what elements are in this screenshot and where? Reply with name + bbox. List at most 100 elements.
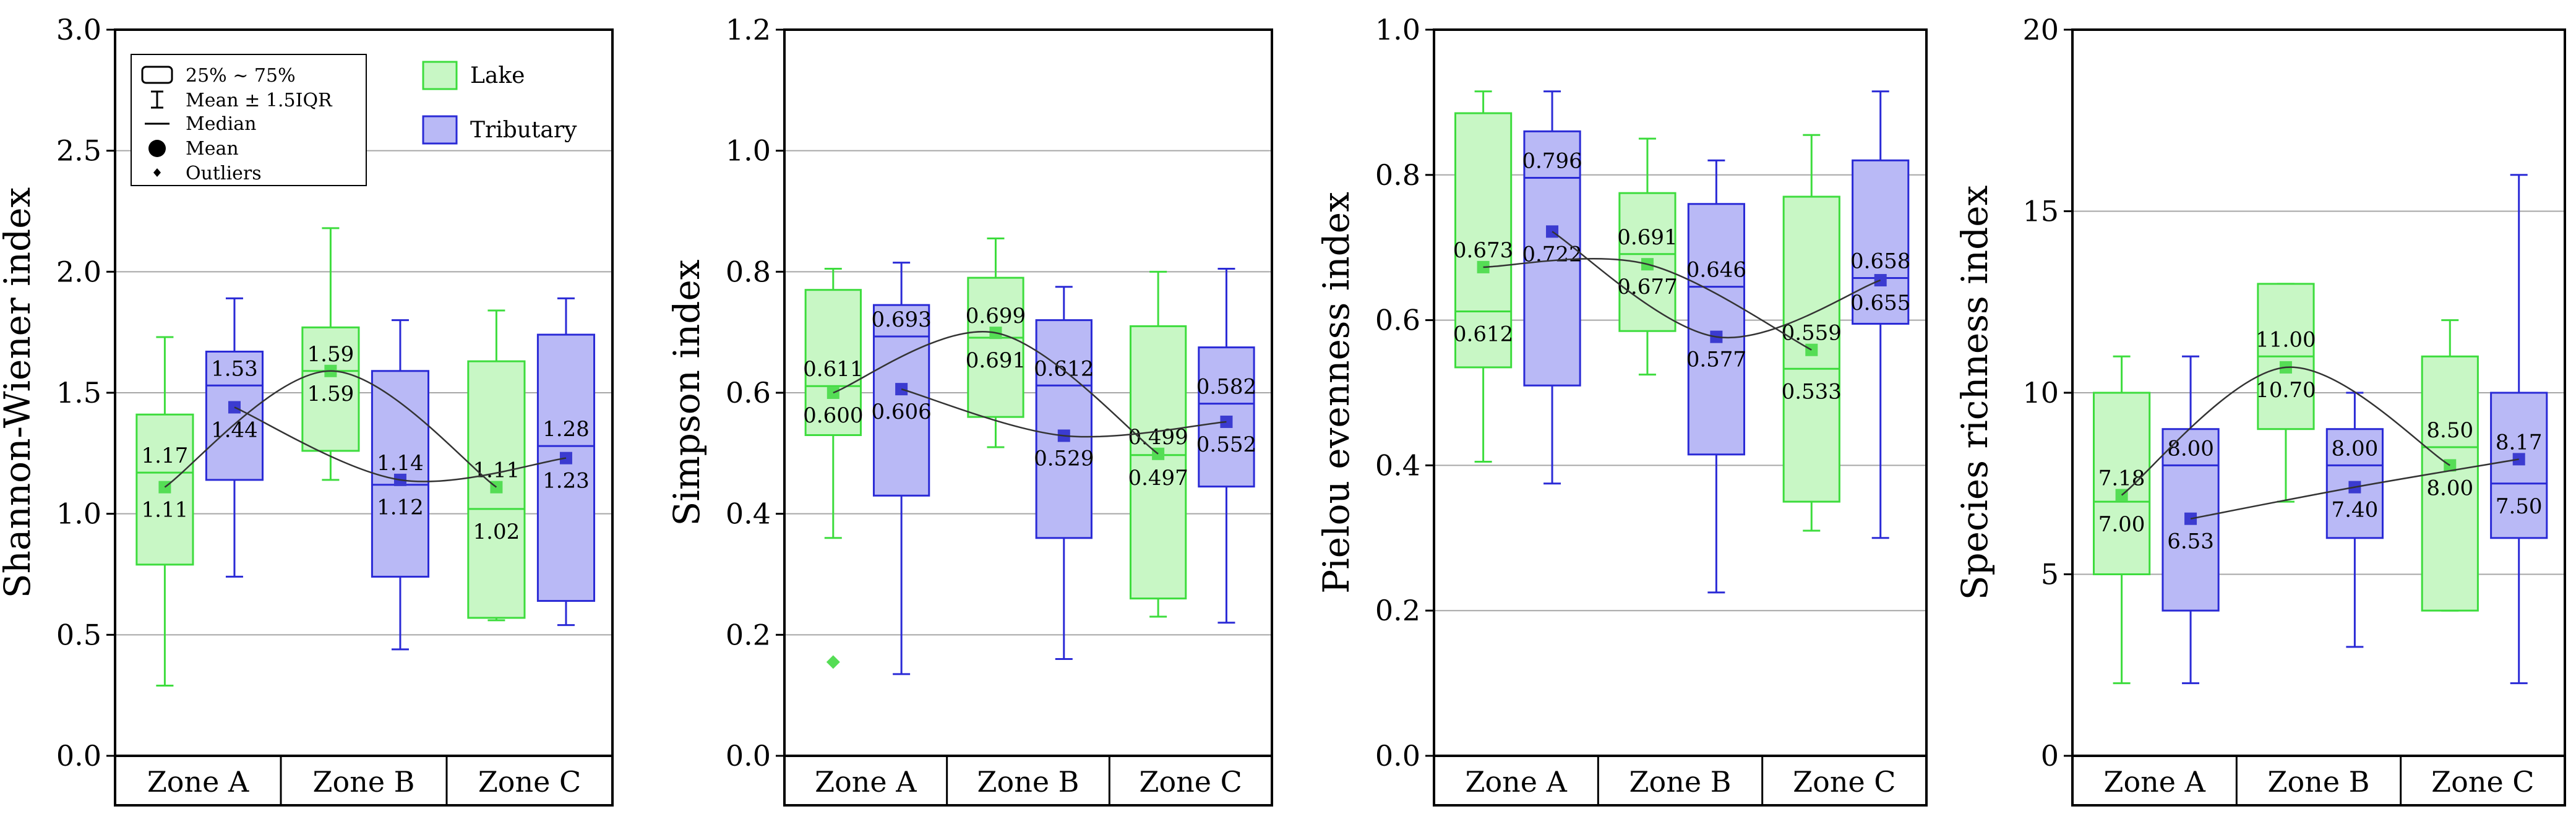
lake-mean-curve	[1483, 257, 1812, 351]
chart-panel-1: 0.0 0.5 1.0 1.5 2.0 2.5 3.0 Shannon-Wiener inde…	[0, 13, 614, 807]
tributary-box-zone-b: 0.612 0.529	[1034, 286, 1094, 660]
legend-tributary-label: Tributary	[470, 118, 577, 143]
value-label-top: 1.14	[377, 451, 424, 476]
value-label-top: 11.00	[2256, 327, 2316, 352]
y-tick-label: 20	[2022, 13, 2059, 46]
lake-box-zone-a: 0.611 0.600	[803, 267, 863, 669]
lake-box-zone-b: 11.00 10.70	[2256, 283, 2316, 503]
lake-box-zone-c: 8.50 8.00	[2421, 319, 2479, 612]
category-label: Zone A	[2103, 765, 2205, 798]
value-label-top: 0.796	[1522, 148, 1582, 173]
tributary-box-zone-c: 8.17 7.50	[2490, 174, 2548, 685]
lake-box-zone-a: 1.17 1.11	[135, 336, 194, 687]
y-tick-label: 1.0	[1375, 13, 1420, 46]
iqr-box	[804, 289, 862, 436]
plot-frame	[2071, 28, 2566, 807]
iqr-box	[1454, 112, 1513, 369]
value-label-top: 0.559	[1782, 321, 1842, 346]
legend: 25% ~ 75% Mean ± 1.5IQR Median Mean Outl…	[131, 54, 577, 186]
legend-mean-label: Mean	[186, 138, 239, 160]
iqr-box	[536, 333, 596, 602]
y-tick-label: 1.2	[726, 13, 771, 46]
value-label-bottom: 7.50	[2496, 494, 2543, 519]
value-label-bottom: 1.11	[142, 498, 189, 523]
value-label-top: 8.17	[2496, 430, 2543, 455]
lake-box-zone-c: 1.11 1.02	[467, 309, 526, 622]
tributary-box-zone-c: 0.582 0.552	[1196, 267, 1256, 624]
value-label-top: 0.673	[1453, 238, 1513, 263]
lake-mean-curve	[164, 370, 497, 488]
iqr-box	[967, 276, 1024, 418]
value-label-top: 8.00	[2332, 436, 2379, 461]
lake-box-zone-c: 0.559 0.533	[1782, 134, 1842, 532]
tributary-mean-curve	[2190, 458, 2519, 520]
value-label-bottom: 0.552	[1196, 432, 1256, 457]
y-tick-label: 3.0	[56, 13, 101, 46]
y-axis-label: Shannon-Wiener index	[0, 187, 38, 598]
iqr-box	[1523, 130, 1581, 387]
category-label: Zone B	[977, 765, 1080, 798]
chart-panels: 0.0 0.5 1.0 1.5 2.0 2.5 3.0 Shannon-Wiener inde…	[0, 13, 2566, 807]
plot-frame	[1433, 28, 1928, 807]
y-axis-label: Simpson index	[666, 260, 708, 526]
y-tick-label: 0.2	[1375, 594, 1420, 627]
value-label-bottom: 0.612	[1453, 322, 1513, 347]
value-label-bottom: 0.577	[1686, 348, 1746, 372]
iqr-box	[1035, 319, 1093, 539]
chart-panel-4: 0 5 10 15 20 Species richness index 7.18 7.00 11…	[1954, 13, 2566, 807]
legend-median-label: Median	[186, 113, 256, 135]
lake-box-zone-a: 7.18 7.00	[2092, 355, 2151, 685]
y-tick-label: 2.0	[56, 255, 101, 288]
category-label: Zone B	[2268, 765, 2370, 798]
lake-box-zone-b: 0.699 0.691	[966, 238, 1026, 448]
value-label-top: 1.11	[473, 458, 520, 483]
y-tick-label: 0.4	[726, 497, 771, 531]
value-label-bottom: 1.59	[307, 382, 354, 406]
value-label-top: 0.693	[871, 307, 931, 332]
iqr-box	[1852, 159, 1910, 325]
y-tick-label: 0.8	[1375, 158, 1420, 192]
value-label-bottom: 0.655	[1850, 291, 1910, 315]
value-label-bottom: 0.533	[1782, 379, 1842, 404]
plot-frame	[783, 28, 1273, 807]
iqr-box	[301, 326, 360, 452]
value-label-bottom: 0.600	[803, 403, 863, 428]
tributary-box-zone-b: 8.00 7.40	[2325, 392, 2384, 648]
value-label-top: 8.50	[2426, 418, 2473, 443]
legend-mean-symbol	[148, 140, 166, 157]
value-label-top: 0.582	[1196, 375, 1256, 400]
value-label-top: 1.59	[307, 342, 354, 367]
y-tick-label: 2.5	[56, 134, 101, 168]
y-tick-label: 0.0	[56, 739, 101, 773]
y-tick-label: 0	[2041, 739, 2059, 773]
category-label: Zone C	[478, 765, 581, 798]
tributary-box-zone-a: 0.693 0.606	[871, 262, 932, 675]
tributary-mean-curve	[1552, 231, 1881, 339]
value-label-top: 1.17	[142, 443, 189, 468]
y-tick-label: 0.4	[1375, 448, 1420, 482]
y-tick-label: 0.6	[726, 376, 771, 409]
tributary-box-zone-a: 1.531.44	[205, 297, 264, 578]
y-axis-label: Pielou evenness index	[1315, 192, 1357, 594]
tributary-box-zone-c: 0.658 0.655	[1850, 90, 1910, 539]
value-label-bottom: 7.00	[2098, 512, 2145, 537]
value-label-bottom: 10.70	[2256, 378, 2316, 403]
value-label-bottom: 0.529	[1034, 446, 1094, 471]
tributary-box-zone-b: 1.14 1.12	[371, 319, 430, 651]
value-label-bottom: 8.00	[2426, 476, 2473, 500]
plot-frame	[114, 28, 614, 807]
legend-box-symbol	[141, 66, 173, 84]
chart-panel-3: 0.0 0.2 0.4 0.6 0.8 1.0 Pielou evenness index 0…	[1315, 13, 1928, 807]
y-tick-label: 10	[2022, 376, 2059, 409]
mean-marker	[1874, 274, 1887, 287]
tributary-mean-curve	[234, 406, 567, 482]
value-label-top: 0.658	[1850, 249, 1910, 274]
y-tick-label: 0.0	[726, 739, 771, 773]
legend-tributary-swatch	[422, 115, 458, 145]
value-label-bottom: 1.02	[473, 520, 520, 544]
value-label-top: 0.611	[803, 357, 863, 382]
